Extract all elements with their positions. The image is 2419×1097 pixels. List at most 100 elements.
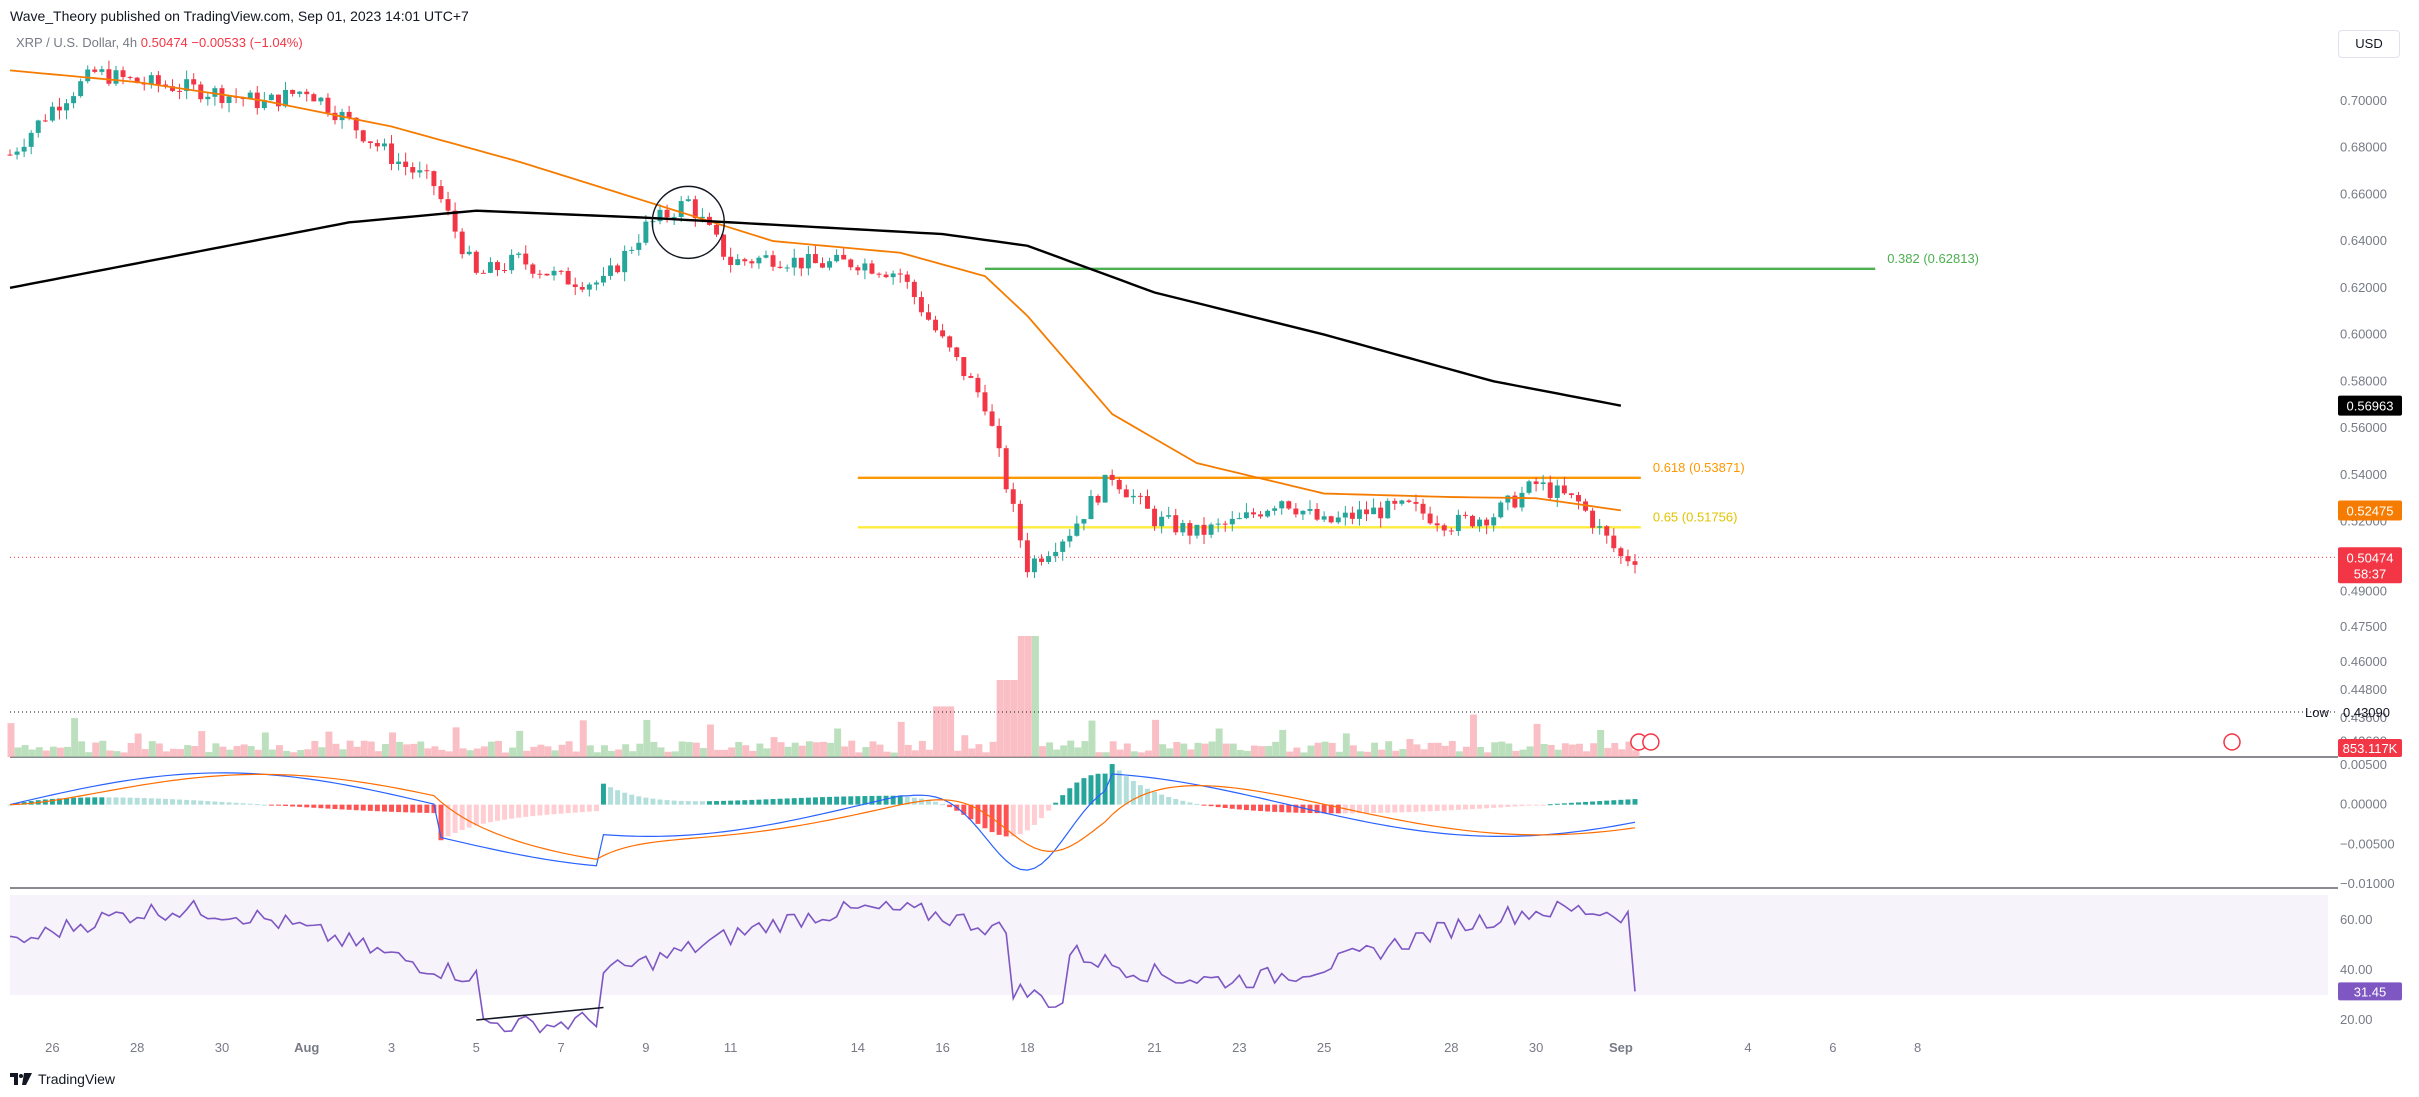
macd-histogram-bar [99, 797, 105, 805]
candle [297, 91, 303, 94]
currency-button[interactable]: USD [2338, 30, 2400, 58]
volume-bar [890, 752, 898, 757]
macd-histogram-bar [466, 804, 472, 828]
candle [1095, 495, 1101, 503]
macd-histogram-bar [113, 797, 119, 805]
macd-histogram-bar [1123, 776, 1129, 805]
ema-200-line [9, 209, 1622, 407]
macd-histogram-bar [1229, 804, 1235, 809]
volume-bar [770, 737, 778, 757]
volume-bar [205, 752, 213, 757]
macd-histogram-bar [403, 804, 409, 813]
volume-bar [353, 746, 361, 757]
symbol-name[interactable]: XRP / U.S. Dollar, 4h [16, 35, 138, 50]
volume-bar [283, 750, 290, 757]
candle [516, 253, 522, 255]
volume-bar [579, 720, 587, 757]
volume-bar [99, 740, 107, 757]
price-tick-label: 0.54000 [2340, 467, 2387, 482]
macd-histogram-bar [544, 804, 550, 815]
candle [381, 143, 387, 147]
macd-histogram-bar [1498, 804, 1504, 808]
macd-histogram-bar [1300, 804, 1306, 813]
candle [622, 250, 628, 273]
macd-histogram-bar [1166, 796, 1172, 805]
price-badge [2338, 547, 2402, 584]
volume-bar [657, 747, 665, 757]
candle [1540, 482, 1546, 485]
volume-bar [1046, 742, 1054, 757]
volume-bar [692, 742, 700, 757]
macd-histogram-bar [339, 804, 345, 810]
macd-histogram-bar [1505, 804, 1511, 807]
rsi-badge [2338, 982, 2402, 1001]
macd-histogram-bar [1540, 804, 1546, 806]
volume-bar [502, 752, 510, 757]
volume-bar [855, 752, 863, 757]
candle [657, 209, 663, 222]
macd-histogram-bar [706, 801, 712, 805]
macd-histogram-bar [78, 797, 84, 805]
candle [897, 273, 903, 275]
macd-histogram-bar [431, 804, 437, 814]
macd-histogram-bar [1413, 804, 1419, 812]
candle [1081, 519, 1087, 524]
volume-bar [685, 742, 693, 757]
macd-histogram-bar [1010, 804, 1016, 837]
macd-histogram-bar [1236, 804, 1242, 810]
candle [812, 254, 818, 264]
candle [728, 256, 734, 265]
macd-histogram-bar [742, 800, 748, 805]
macd-histogram-bar [226, 802, 232, 805]
candle [509, 254, 515, 271]
volume-bar [28, 749, 36, 757]
volume-bar [989, 741, 997, 757]
candle [1512, 495, 1518, 508]
macd-histogram-bar [1314, 804, 1320, 814]
price-chart[interactable]: 0.382 (0.62813) 0.618 (0.53871) 0.65 (0.51… [0, 0, 2419, 1060]
macd-histogram-bar [749, 799, 755, 805]
macd-histogram-bar [735, 800, 741, 805]
volume-bar [1074, 747, 1082, 757]
candle [1441, 525, 1447, 531]
candle [1243, 512, 1249, 519]
macd-histogram-bar [1512, 804, 1518, 807]
time-tick-label: 28 [1444, 1040, 1458, 1055]
volume-bar [1067, 740, 1075, 757]
volume-bar [586, 745, 594, 757]
macd-histogram-bar [643, 797, 649, 805]
volume-bar [961, 735, 969, 757]
macd-histogram-bar [1484, 804, 1490, 809]
price-badge-label: 0.50474 [2347, 550, 2394, 565]
macd-histogram-bar [657, 799, 663, 805]
candle [855, 267, 861, 271]
volume-bar [49, 746, 57, 757]
macd-histogram-bar [1215, 804, 1221, 808]
macd-histogram-bar [897, 795, 903, 805]
volume-bar [827, 742, 835, 757]
candle [403, 161, 409, 168]
macd-histogram-bar [480, 804, 486, 824]
macd-histogram-bar [120, 797, 126, 805]
macd-histogram-bar [509, 804, 515, 819]
macd-histogram-bar [565, 804, 571, 814]
candle [1321, 516, 1327, 520]
candle [1180, 523, 1186, 533]
macd-histogram-bar [1017, 804, 1023, 835]
macd-histogram-bar [1611, 800, 1617, 805]
macd-histogram-bar [127, 797, 133, 805]
macd-histogram-bar [64, 798, 69, 805]
macd-histogram-bar [586, 804, 592, 812]
macd-histogram-bar [798, 797, 804, 805]
macd-histogram-bar [1194, 803, 1200, 805]
macd-histogram-bar [311, 804, 317, 808]
macd-histogram-bar [827, 796, 833, 805]
candle [1053, 551, 1059, 557]
candle [608, 265, 614, 276]
volume-bar [1618, 749, 1626, 757]
macd-histogram-bar [304, 804, 310, 808]
volume-bar [622, 744, 630, 757]
candle [579, 287, 585, 290]
volume-bar [480, 746, 488, 757]
